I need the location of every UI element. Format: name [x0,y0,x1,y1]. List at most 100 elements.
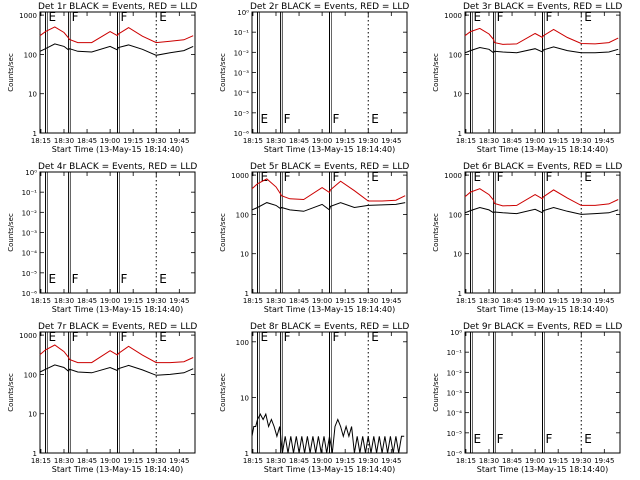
x-tick-label: 18:30 [54,297,74,305]
y-tick-label: 10 [28,411,37,419]
x-tick-label: 19:30 [571,137,591,145]
event-marker-label: F [284,170,291,184]
event-marker-label: F [497,170,504,184]
x-axis-label: Start Time (13-May-15 18:14:40) [477,465,608,474]
x-tick-label: 19:00 [312,457,332,465]
event-marker-label: F [284,330,291,344]
x-tick-label: 18:30 [479,297,499,305]
y-axis-label: Counts/sec [7,213,15,252]
x-axis-label: Start Time (13-May-15 18:14:40) [264,465,395,474]
x-tick-label: 19:00 [312,137,332,145]
x-tick-label: 19:45 [594,457,614,465]
chart-title: Det 3r BLACK = Events, RED = LLD [463,2,622,12]
x-axis-label: Start Time (13-May-15 18:14:40) [52,145,183,154]
y-tick-label: 10⁻⁵ [22,270,38,278]
y-tick-label: 10 [240,251,249,259]
y-tick-label: 10⁰ [450,329,462,337]
y-tick-label: 1 [33,450,37,458]
x-tick-label: 19:00 [525,137,545,145]
x-tick-label: 19:30 [571,457,591,465]
y-axis-label: Counts/sec [432,53,440,92]
event-marker-label: E [584,10,592,24]
series-line [39,26,194,44]
y-tick-label: 10⁻³ [234,70,250,78]
x-tick-label: 19:30 [358,137,378,145]
x-axis-label: Start Time (13-May-15 18:14:40) [264,145,395,154]
chart-title: Det 4r BLACK = Events, RED = LLD [38,162,197,172]
event-marker-label: F [121,330,128,344]
x-axis-label: Start Time (13-May-15 18:14:40) [264,305,395,314]
event-marker-label: F [546,170,553,184]
y-tick-label: 1 [458,290,462,298]
event-marker-label: F [72,330,79,344]
chart-title: Det 2r BLACK = Events, RED = LLD [250,2,409,12]
y-axis-label: Counts/sec [432,373,440,412]
x-tick-label: 19:15 [335,297,355,305]
y-axis-label: Counts/sec [7,373,15,412]
y-tick-label: 10 [453,251,462,259]
event-marker-label: E [49,272,57,286]
x-tick-label: 19:30 [146,297,166,305]
chart-title: Det 7r BLACK = Events, RED = LLD [38,322,197,332]
x-tick-label: 19:00 [525,457,545,465]
x-tick-label: 18:15 [31,457,51,465]
event-marker-label: E [371,112,379,126]
x-axis-label: Start Time (13-May-15 18:14:40) [52,465,183,474]
x-tick-label: 18:15 [243,457,263,465]
x-axis-label: Start Time (13-May-15 18:14:40) [477,305,608,314]
x-tick-label: 18:30 [54,137,74,145]
x-tick-label: 18:30 [266,137,286,145]
y-tick-label: 10⁻⁵ [447,430,463,438]
x-tick-label: 19:15 [335,137,355,145]
x-tick-label: 19:15 [335,457,355,465]
y-axis-label: Counts/sec [219,213,227,252]
chart-panel: Det 7r BLACK = Events, RED = LLD 18:15 18:… [7,322,197,474]
y-tick-label: 100 [24,51,37,59]
y-tick-label: 1 [245,290,249,298]
event-marker-label: F [546,10,553,24]
y-tick-label: 10⁻² [447,369,463,377]
x-tick-label: 19:45 [381,137,401,145]
event-marker-label: F [121,10,128,24]
event-marker-label: E [261,330,269,344]
x-tick-label: 19:45 [169,297,189,305]
event-marker-label: E [584,432,592,446]
y-tick-label: 10⁻⁶ [234,130,250,138]
event-marker-label: F [72,272,79,286]
x-tick-label: 18:45 [77,457,97,465]
y-tick-label: 100 [449,51,462,59]
y-tick-label: 10⁻⁴ [22,250,38,258]
x-tick-label: 18:45 [77,137,97,145]
y-tick-label: 100 [24,371,37,379]
y-tick-label: 10⁻² [22,209,38,217]
y-tick-label: 10⁻¹ [447,349,463,357]
event-marker-label: F [333,112,340,126]
y-tick-label: 10⁻¹ [22,189,38,197]
x-tick-label: 19:45 [169,137,189,145]
x-tick-label: 19:45 [594,297,614,305]
y-tick-label: 10⁻³ [447,390,463,398]
x-tick-label: 19:15 [123,457,143,465]
y-axis-label: Counts/sec [7,53,15,92]
x-tick-label: 18:45 [77,297,97,305]
x-tick-label: 19:15 [123,297,143,305]
event-marker-label: E [159,330,167,344]
x-tick-label: 18:15 [31,297,51,305]
x-tick-label: 19:00 [100,297,120,305]
x-tick-label: 18:30 [479,137,499,145]
y-tick-label: 10⁻³ [22,230,38,238]
series-line [251,412,405,454]
x-tick-label: 18:15 [31,137,51,145]
series-line [39,43,194,56]
x-tick-label: 18:45 [502,457,522,465]
x-axis-label: Start Time (13-May-15 18:14:40) [52,305,183,314]
y-tick-label: 100 [236,339,249,347]
y-tick-label: 1000 [444,12,462,20]
series-line [464,188,619,207]
x-tick-label: 18:30 [479,457,499,465]
y-axis-label: Counts/sec [432,213,440,252]
